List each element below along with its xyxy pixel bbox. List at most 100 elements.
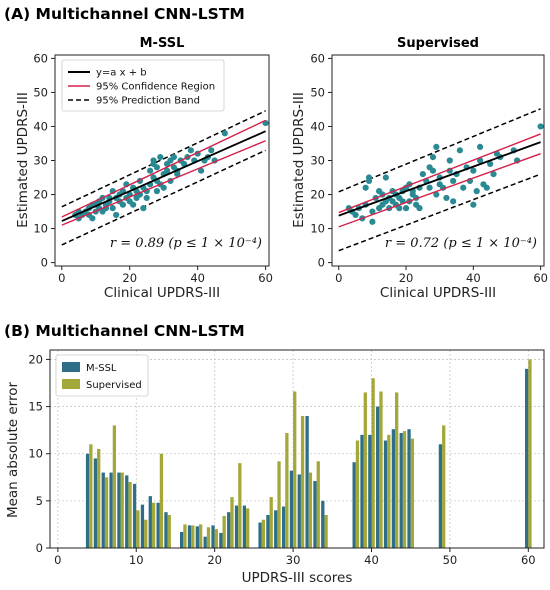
bar-supervised bbox=[293, 391, 297, 548]
supervised-point bbox=[362, 184, 369, 191]
mssl-point bbox=[187, 147, 194, 154]
bar-legend-mssl-label: M-SSL bbox=[86, 363, 117, 374]
bar-xtick-label: 30 bbox=[286, 553, 301, 567]
bar-ytick-label: 20 bbox=[28, 352, 43, 366]
bar-supervised bbox=[214, 529, 218, 548]
supervised-point bbox=[470, 167, 477, 174]
supervised-point bbox=[416, 205, 423, 212]
mssl-fit-line bbox=[61, 130, 266, 222]
scatter-mssl-ylabel: Estimated UPDRS-III bbox=[15, 92, 31, 228]
mssl-ytick-label: 40 bbox=[33, 119, 48, 133]
mssl-xtick-label: 0 bbox=[58, 271, 65, 285]
bar-mssl bbox=[289, 470, 294, 548]
mssl-ytick-label: 20 bbox=[33, 188, 48, 202]
mssl-xtick-label: 20 bbox=[122, 271, 137, 285]
mssl-confidence-upper bbox=[61, 119, 266, 218]
bar-supervised bbox=[198, 524, 203, 548]
supervised-point bbox=[443, 194, 450, 202]
bar-supervised bbox=[191, 525, 195, 548]
bar-supervised bbox=[300, 416, 305, 548]
bar-mssl bbox=[234, 505, 239, 548]
bar-supervised bbox=[324, 515, 328, 548]
bar-mssl bbox=[195, 526, 199, 548]
bar-supervised bbox=[410, 438, 414, 548]
bar-mssl bbox=[211, 525, 215, 548]
supervised-confidence-lower bbox=[338, 153, 541, 228]
mssl-point bbox=[174, 171, 181, 178]
mssl-point bbox=[153, 164, 161, 171]
bar-supervised bbox=[442, 425, 446, 548]
bar-supervised bbox=[528, 359, 532, 548]
mssl-point bbox=[130, 201, 137, 208]
bar-mssl bbox=[321, 500, 325, 548]
bar-supervised bbox=[97, 449, 101, 548]
supervised-point bbox=[369, 218, 376, 225]
mssl-point bbox=[109, 205, 116, 212]
scatter-mssl-plot-area bbox=[61, 110, 269, 246]
bar-supervised bbox=[261, 519, 266, 548]
scatter-supervised-title: Supervised bbox=[397, 36, 479, 51]
bar-mssl bbox=[258, 522, 262, 548]
bar-supervised bbox=[395, 392, 399, 548]
bar-mssl bbox=[180, 531, 184, 548]
bar-supervised bbox=[120, 472, 124, 548]
bar-supervised bbox=[206, 527, 211, 548]
bar-mssl bbox=[376, 406, 380, 548]
bar-legend-mssl-swatch bbox=[62, 362, 80, 372]
bar-chart-bars bbox=[85, 359, 532, 548]
supervised-xtick-label: 0 bbox=[335, 271, 342, 285]
bar-mssl bbox=[219, 532, 223, 548]
bar-mssl bbox=[399, 432, 403, 548]
bar-chart-ylabel: Mean absolute error bbox=[5, 382, 21, 519]
bar-supervised bbox=[230, 497, 234, 548]
bar-chart-xlabel: UPDRS-III scores bbox=[242, 570, 353, 586]
bar-supervised bbox=[89, 444, 93, 548]
supervised-point bbox=[450, 198, 457, 205]
bar-chart-frame bbox=[49, 349, 545, 549]
bar-ytick-label: 0 bbox=[36, 541, 43, 555]
supervised-point bbox=[426, 184, 433, 191]
supervised-point bbox=[382, 174, 389, 181]
bar-supervised bbox=[371, 378, 375, 548]
mssl-xtick-label: 40 bbox=[190, 271, 205, 285]
scatter-supervised-ylabel: Estimated UPDRS-III bbox=[291, 92, 307, 228]
bar-supervised bbox=[387, 434, 391, 548]
mssl-ytick-label: 0 bbox=[41, 256, 48, 270]
scatter-mssl-correlation: r = 0.89 (p ≤ 1 × 10⁻⁴) bbox=[110, 236, 262, 251]
scatter-supervised-correlation: r = 0.72 (p ≤ 1 × 10⁻⁴) bbox=[385, 236, 537, 251]
bar-mssl bbox=[85, 453, 90, 548]
supervised-ytick-label: 50 bbox=[310, 85, 325, 99]
bar-mssl bbox=[383, 440, 388, 548]
mssl-point bbox=[157, 153, 164, 161]
bar-supervised bbox=[128, 482, 132, 548]
scatter-mssl-legend: y=a x + b 95% Confidence Region 95% Pred… bbox=[61, 59, 225, 112]
mssl-point bbox=[221, 130, 228, 137]
supervised-point bbox=[352, 211, 359, 219]
bar-supervised bbox=[183, 524, 187, 548]
supervised-ytick-label: 0 bbox=[318, 256, 325, 270]
bar-supervised bbox=[355, 440, 360, 548]
panel-a-title: (A) Multichannel CNN-LSTM bbox=[4, 5, 245, 23]
bar-mssl bbox=[266, 515, 270, 548]
mssl-point bbox=[147, 167, 154, 174]
bar-supervised bbox=[159, 453, 164, 548]
bar-supervised bbox=[112, 425, 117, 548]
bar-mssl bbox=[360, 434, 364, 548]
scatter-supervised-frame bbox=[331, 54, 545, 267]
mssl-point bbox=[163, 167, 171, 174]
mssl-point bbox=[119, 201, 127, 208]
bar-mssl bbox=[187, 525, 192, 548]
supervised-xtick-label: 20 bbox=[399, 271, 414, 285]
bar-mssl bbox=[368, 434, 372, 548]
supervised-fit-line bbox=[338, 141, 541, 217]
bar-mssl bbox=[407, 429, 411, 548]
bar-supervised bbox=[136, 510, 140, 548]
mssl-ytick-label: 10 bbox=[33, 222, 48, 236]
bar-mssl bbox=[313, 481, 317, 548]
bar-supervised bbox=[104, 477, 109, 548]
supervised-point bbox=[470, 201, 477, 208]
bar-mssl bbox=[391, 429, 396, 548]
bar-mssl bbox=[438, 444, 443, 548]
bar-supervised bbox=[379, 391, 383, 548]
